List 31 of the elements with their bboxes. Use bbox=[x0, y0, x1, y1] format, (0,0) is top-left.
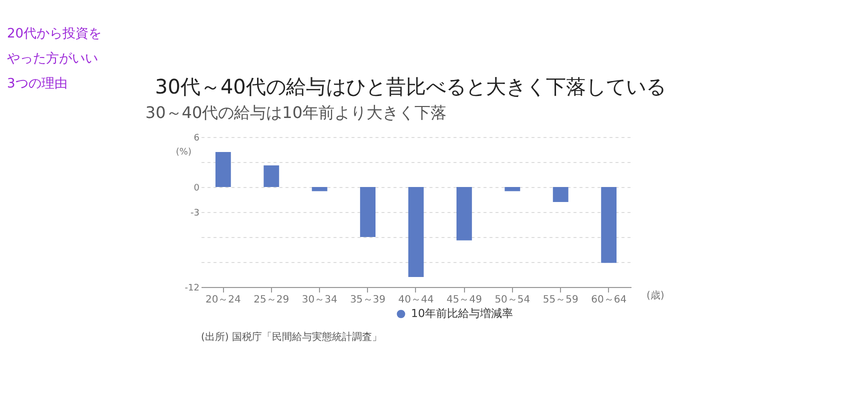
y-axis-title: (%) bbox=[176, 148, 192, 158]
bar bbox=[408, 187, 424, 277]
x-tick-label: 55～59 bbox=[542, 294, 578, 306]
x-tick-label: 20～24 bbox=[205, 294, 241, 306]
x-tick-label: 45～49 bbox=[446, 294, 482, 306]
text: (出所) 国税庁「民間給与実態統計調査」 bbox=[201, 331, 382, 343]
bar bbox=[601, 187, 617, 263]
chart-title: 30代～40代の給与はひと昔比べると大きく下落している bbox=[155, 74, 666, 98]
bar bbox=[360, 187, 376, 237]
bar bbox=[552, 187, 568, 202]
x-tick-label: 30～34 bbox=[302, 294, 338, 306]
bar bbox=[504, 187, 520, 192]
y-tick-label: 6 bbox=[194, 134, 200, 144]
text: やった方がいい bbox=[7, 50, 98, 66]
bar bbox=[264, 165, 280, 187]
chart-subtitle: 30～40代の給与は10年前より大きく下落 bbox=[145, 103, 447, 122]
y-tick-label: -12 bbox=[184, 284, 200, 294]
text: 3つの理由 bbox=[7, 76, 68, 92]
bar bbox=[215, 152, 231, 187]
x-tick-label: 40～44 bbox=[398, 294, 434, 306]
x-axis-title: (歳) bbox=[646, 290, 664, 302]
x-tick-label: 25～29 bbox=[254, 294, 290, 306]
x-tick-label: 35～39 bbox=[350, 294, 386, 306]
legend-label: 10年前比給与増減率 bbox=[411, 307, 513, 320]
text: 20代から投資を bbox=[7, 26, 102, 42]
x-tick-label: 50～54 bbox=[494, 294, 530, 306]
bar bbox=[312, 187, 328, 192]
y-tick-label: -3 bbox=[190, 208, 200, 218]
x-tick-label: 60～64 bbox=[591, 294, 627, 306]
y-tick-label: 0 bbox=[194, 184, 200, 194]
bar bbox=[456, 187, 472, 240]
